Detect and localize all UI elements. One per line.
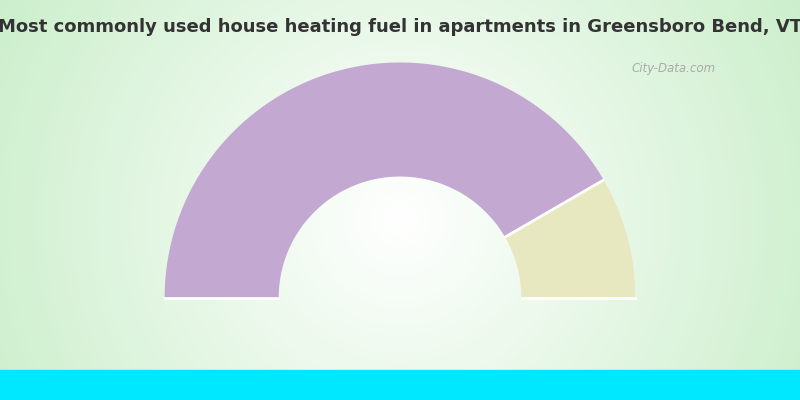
- Text: City-Data.com: City-Data.com: [632, 62, 716, 75]
- Text: Most commonly used house heating fuel in apartments in Greensboro Bend, VT: Most commonly used house heating fuel in…: [0, 18, 800, 36]
- Polygon shape: [166, 63, 603, 298]
- Polygon shape: [506, 180, 634, 298]
- Bar: [0, 370, 800, 400]
